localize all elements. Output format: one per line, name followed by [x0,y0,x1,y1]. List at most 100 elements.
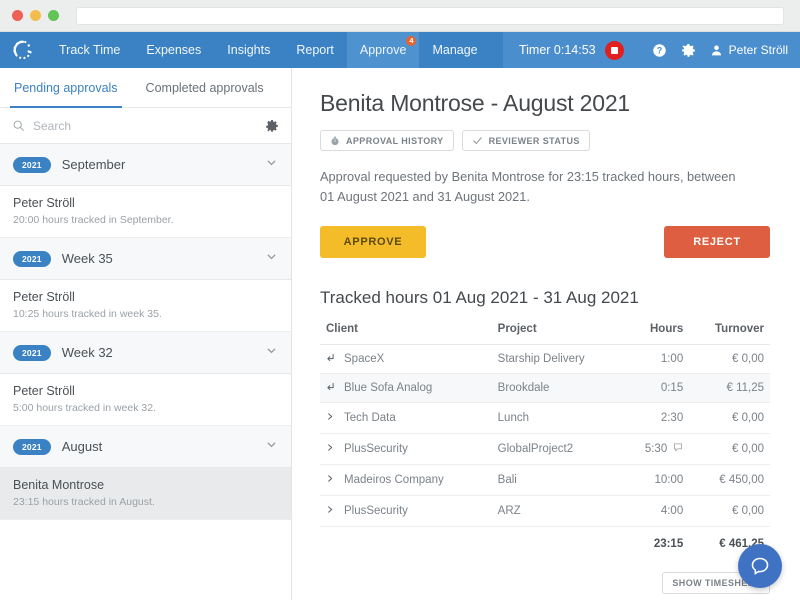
cell-client: Blue Sofa Analog [344,381,433,394]
chevron-right-icon[interactable] [326,504,336,518]
tracked-hours-table: Client Project Hours Turnover [320,317,770,558]
table-row[interactable]: PlusSecurity GlobalProject2 5:30 [320,433,770,465]
group-title: August [61,439,103,454]
cell-client: Tech Data [344,411,396,424]
cell-client: PlusSecurity [344,504,408,517]
url-bar-input[interactable] [76,6,784,25]
table-row[interactable]: Tech Data Lunch 2:30 € 0,00 [320,402,770,434]
help-circle-icon[interactable]: ? [652,43,667,58]
tab-label: Completed approvals [145,80,264,95]
app-body: Pending approvals Completed approvals 20… [0,68,800,600]
check-icon [472,137,482,145]
nav-item-insights[interactable]: Insights [214,32,283,68]
sidebar-group-september[interactable]: 2021 September [0,144,291,186]
gear-icon[interactable] [265,119,279,133]
sidebar-group-august[interactable]: 2021 August [0,426,291,468]
sidebar-group-week-35[interactable]: 2021 Week 35 [0,238,291,280]
tracked-hours-title: Tracked hours 01 Aug 2021 - 31 Aug 2021 [320,287,639,307]
list-item[interactable]: Peter Ströll 20:00 hours tracked in Sept… [0,186,291,238]
table-row[interactable]: PlusSecurity ARZ 4:00 € 0,00 [320,495,770,527]
nav-item-report[interactable]: Report [283,32,347,68]
year-badge: 2021 [13,250,51,267]
reject-button[interactable]: REJECT [664,225,770,258]
column-header-turnover: Turnover [689,317,770,345]
table-row[interactable]: SpaceX Starship Delivery 1:00 € 0,00 [320,344,770,374]
pill-label: APPROVAL HISTORY [346,135,444,146]
return-arrow-icon[interactable] [326,353,336,365]
approval-summary: 20:00 hours tracked in September. [13,214,174,226]
nav-item-track-time[interactable]: Track Time [46,32,133,68]
nav-item-expenses[interactable]: Expenses [133,32,214,68]
approve-button[interactable]: APPROVE [320,225,426,258]
chevron-right-icon[interactable] [326,473,336,487]
table-row[interactable]: Blue Sofa Analog Brookdale 0:15 € 11,25 [320,373,770,403]
gear-icon[interactable] [681,43,696,58]
nav-spacer [491,32,503,68]
app-logo[interactable] [0,32,46,68]
sidebar-tabs: Pending approvals Completed approvals [0,68,291,108]
user-name-label: Peter Ströll [728,43,788,57]
total-hours: 23:15 [653,537,684,550]
sidebar-search-row [0,108,291,144]
chevron-right-icon[interactable] [326,411,336,425]
svg-text:?: ? [656,45,661,55]
main-content: Benita Montrose - August 2021 APPROVAL H… [292,68,800,600]
cell-hours: 10:00 [622,464,690,496]
list-item-selected[interactable]: Benita Montrose 23:15 hours tracked in A… [0,468,291,520]
column-header-client: Client [320,317,492,345]
tab-pending-approvals[interactable]: Pending approvals [0,68,132,108]
approval-summary: 23:15 hours tracked in August. [13,496,155,508]
cell-project: Brookdale [491,373,623,403]
cell-hours: 5:30 [644,442,668,455]
nav-item-approve[interactable]: Approve 4 [346,32,420,68]
approval-user-name: Peter Ströll [13,196,75,210]
tab-label: Pending approvals [14,80,118,95]
close-window-button[interactable] [12,10,23,21]
maximize-window-button[interactable] [48,10,59,21]
nav-item-manage[interactable]: Manage [419,32,490,68]
sidebar-group-week-32[interactable]: 2021 Week 32 [0,332,291,374]
cell-client: Madeiros Company [344,473,444,486]
list-item[interactable]: Peter Ströll 10:25 hours tracked in week… [0,280,291,332]
nav-label: Expenses [146,43,202,57]
chevron-down-icon[interactable] [265,250,278,268]
cell-project: Starship Delivery [491,344,623,374]
chevron-down-icon[interactable] [265,438,278,456]
cell-project: Bali [491,464,623,496]
clock-logo-icon [13,40,32,60]
cell-turnover: € 11,25 [689,373,770,403]
approval-history-button[interactable]: APPROVAL HISTORY [320,130,454,151]
cell-turnover: € 450,00 [689,464,770,496]
cell-hours: 4:00 [622,495,690,527]
help-chat-fab[interactable] [738,544,782,588]
tab-completed-approvals[interactable]: Completed approvals [132,68,278,107]
chat-bubble-icon [751,557,769,575]
table-header-row: Client Project Hours Turnover [320,317,770,345]
group-title: Week 32 [61,345,113,360]
reviewer-status-button[interactable]: REVIEWER STATUS [461,130,590,151]
cell-turnover: € 0,00 [689,402,770,434]
search-input[interactable] [33,118,257,133]
cell-hours: 1:00 [622,344,690,374]
minimize-window-button[interactable] [30,10,41,21]
total-spacer-2 [492,526,623,558]
browser-chrome [0,0,800,32]
column-header-project: Project [491,317,623,345]
chevron-down-icon[interactable] [265,344,278,362]
column-header-hours: Hours [622,317,690,345]
list-item[interactable]: Peter Ströll 5:00 hours tracked in week … [0,374,291,426]
total-spacer [320,526,492,558]
table-row[interactable]: Madeiros Company Bali 10:00 € 450,00 [320,464,770,496]
approval-user-name: Benita Montrose [13,478,105,492]
group-title: Week 35 [61,251,113,266]
chevron-right-icon[interactable] [326,442,336,456]
return-arrow-icon[interactable] [326,382,336,394]
nav-label: Approve [359,43,407,57]
window-traffic-lights [12,10,59,21]
chevron-down-icon[interactable] [265,156,278,174]
year-badge: 2021 [13,438,51,455]
stop-timer-button[interactable] [604,40,624,60]
action-pill-row: APPROVAL HISTORY REVIEWER STATUS [320,130,770,151]
comment-bubble-icon[interactable] [673,442,683,455]
user-menu[interactable]: Peter Ströll [710,43,788,57]
